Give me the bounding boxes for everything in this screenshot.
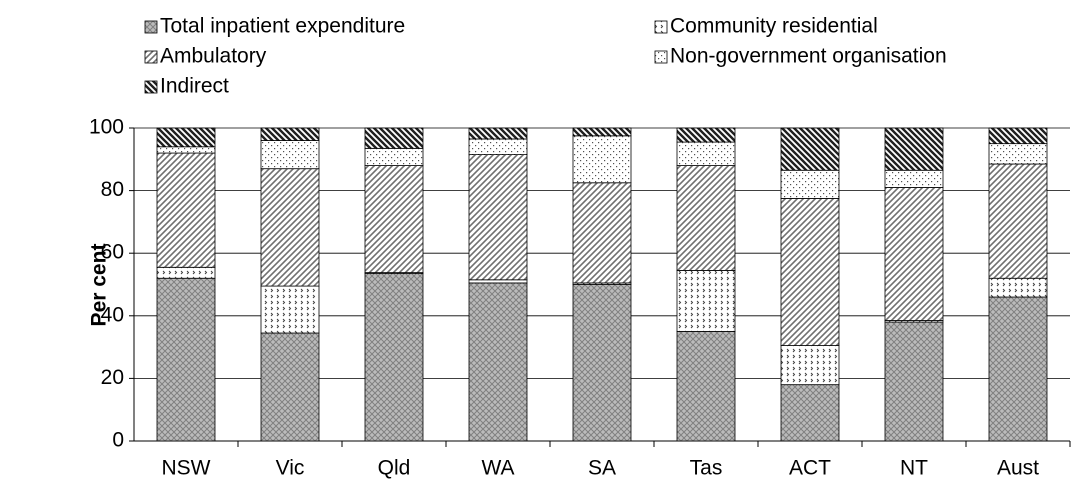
bar-segment (988, 143, 1048, 165)
legend-swatch (144, 50, 158, 64)
bar-segment (884, 321, 944, 442)
bar-segment (156, 152, 216, 268)
x-tick-label: Qld (378, 457, 411, 480)
x-tick-label: SA (588, 457, 616, 480)
bar-segment (676, 165, 736, 271)
bar-segment (364, 273, 424, 442)
x-tick-label: ACT (789, 457, 831, 480)
bar-segment (572, 182, 632, 284)
bar-segment (260, 285, 320, 334)
bar-segment (364, 165, 424, 274)
bar-segment (676, 270, 736, 332)
x-tick-label: Tas (690, 457, 723, 480)
bar-segment (884, 127, 944, 171)
bar-segment (260, 168, 320, 287)
y-tick-label: 40 (101, 303, 124, 326)
legend-swatch (144, 80, 158, 94)
bar-segment (676, 141, 736, 166)
bar-segment (468, 138, 528, 156)
bar-segment (780, 384, 840, 442)
x-tick-label: Aust (997, 457, 1039, 480)
bar-segment (468, 127, 528, 140)
x-tick-label: NSW (162, 457, 211, 480)
bar-segment (260, 332, 320, 442)
bar-segment (780, 127, 840, 171)
bar-segment (676, 127, 736, 143)
bar-segment (884, 169, 944, 188)
x-tick-label: NT (900, 457, 928, 480)
legend-swatch (654, 20, 668, 34)
bar-segment (780, 345, 840, 386)
legend-label: Indirect (160, 75, 229, 98)
bar-segment (156, 266, 216, 279)
legend-label: Non-government organisation (670, 45, 947, 68)
bar-segment (884, 187, 944, 321)
legend-swatch (144, 20, 158, 34)
bar-segment (780, 169, 840, 199)
y-tick-label: 80 (101, 178, 124, 201)
y-tick-label: 0 (112, 429, 124, 452)
y-tick-label: 60 (101, 241, 124, 264)
bar-segment (364, 147, 424, 166)
bar-segment (572, 284, 632, 442)
bar-segment (572, 135, 632, 184)
bar-segment (780, 198, 840, 346)
bar-segment (676, 331, 736, 442)
bar-segment (468, 282, 528, 442)
bar-segment (988, 163, 1048, 279)
bar-segment (156, 277, 216, 442)
x-tick-label: Vic (276, 457, 305, 480)
y-tick-label: 100 (89, 116, 124, 139)
bar-segment (364, 127, 424, 149)
bar-segment (468, 279, 528, 284)
bar-segment (988, 296, 1048, 442)
legend-label: Total inpatient expenditure (160, 15, 405, 38)
bar-segment (988, 277, 1048, 298)
bar-segment (988, 127, 1048, 145)
bar-segment (468, 154, 528, 281)
legend-label: Community residential (670, 15, 878, 38)
bar-segment (156, 127, 216, 148)
legend-swatch (654, 50, 668, 64)
bar-segment (156, 146, 216, 154)
bar-segment (572, 127, 632, 137)
legend-label: Ambulatory (160, 45, 267, 68)
y-axis-label: Per cent (88, 244, 111, 327)
x-tick-label: WA (481, 457, 514, 480)
bar-segment (260, 140, 320, 170)
bar-segment (260, 127, 320, 141)
y-tick-label: 20 (101, 366, 124, 389)
